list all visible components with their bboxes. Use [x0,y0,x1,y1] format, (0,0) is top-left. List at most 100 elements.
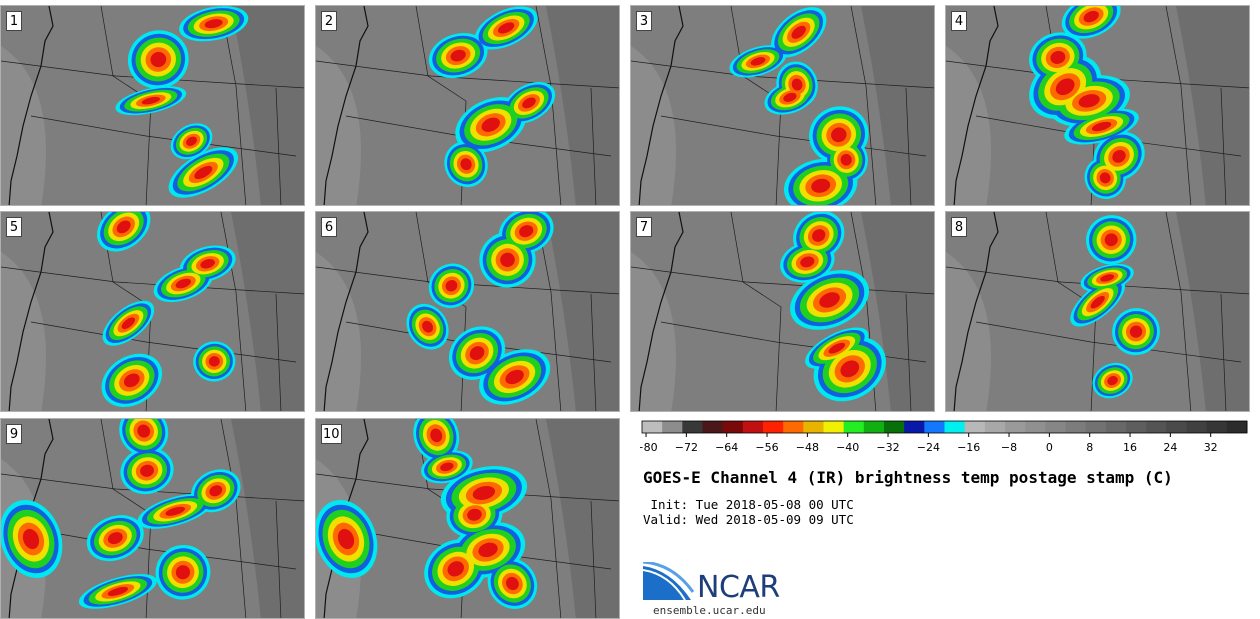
chart-title: GOES-E Channel 4 (IR) brightness temp po… [643,468,1173,487]
colorbar-tick-label: −72 [675,441,698,454]
cloud-field [780,212,886,402]
satellite-ir-map [631,6,934,205]
colorbar-swatch [702,421,724,433]
colorbar-tick-label: 8 [1086,441,1093,454]
panel-number-label: 9 [6,424,22,444]
colorbar-tick-label: −8 [1001,441,1017,454]
ensemble-member-panel: 5 [0,211,305,412]
ensemble-member-panel: 3 [630,5,935,206]
colorbar-swatch [1045,421,1066,433]
panel-number-label: 2 [321,11,337,31]
cloud-field [428,6,556,188]
colorbar-swatch [742,421,764,433]
colorbar-swatch [984,421,1006,433]
colorbar-swatch [1085,421,1107,433]
satellite-ir-map [316,212,619,411]
coastline [638,212,684,411]
satellite-ir-map [946,6,1249,205]
ensemble-member-panel: 6 [315,211,620,412]
satellite-ir-map [316,419,619,618]
satellite-ir-map [946,212,1249,411]
coastline [8,212,54,411]
colorbar-tick-label: 24 [1163,441,1177,454]
colorbar-swatch [1105,421,1127,433]
colorbar-tick-label: 32 [1204,441,1218,454]
ncar-logo-icon [643,562,695,602]
colorbar-swatch [1065,421,1087,433]
colorbar-tick-label: 16 [1123,441,1137,454]
ensemble-member-panel: 9 [0,418,305,619]
colorbar-swatch [1126,421,1147,433]
colorbar-tick-label: −32 [876,441,899,454]
ncar-logo-text: NCAR [697,570,780,605]
coastline [638,6,684,205]
panel-number-label: 5 [6,217,22,237]
colorbar-swatch [944,421,966,433]
colorbar-swatch [1166,421,1187,433]
coastline [323,6,369,205]
ensemble-member-panel: 8 [945,211,1250,412]
colorbar-tick-label: −56 [755,441,778,454]
colorbar-swatch [682,421,703,433]
colorbar-tick-label: −16 [957,441,980,454]
colorbar-swatch [884,421,905,433]
colorbar-swatch [662,421,683,433]
colorbar-tick-label: −80 [640,441,658,454]
colorbar-swatch [763,421,784,433]
cloud-field [97,212,236,407]
panel-number-label: 1 [6,11,22,31]
panel-number-label: 7 [636,217,652,237]
ensemble-member-panel: 7 [630,211,935,412]
panel-number-label: 4 [951,11,967,31]
ensemble-member-panel: 4 [945,5,1250,206]
colorbar-swatch [1025,421,1046,433]
colorbar-tick-label: −24 [917,441,940,454]
state-borders [1,419,304,618]
colorbar-swatch [964,421,986,433]
satellite-ir-map [316,6,619,205]
coastline [953,212,999,411]
colorbar-swatch [783,421,804,433]
ensemble-member-panel: 1 [0,5,305,206]
satellite-ir-map [1,419,304,618]
ensemble-member-panel: 10 [315,418,620,619]
colorbar-swatch [1146,421,1167,433]
colorbar-tick-label: −40 [836,441,859,454]
init-time: Init: Tue 2018-05-08 00 UTC [643,497,854,512]
panel-number-label: 8 [951,217,967,237]
valid-time: Valid: Wed 2018-05-09 09 UTC [643,512,854,527]
cloud-field [316,419,538,609]
colorbar-swatch [863,421,885,433]
colorbar-swatch [1186,421,1208,433]
colorbar-swatch [1226,421,1248,433]
colorbar-tick-label: −64 [715,441,738,454]
colorbar-swatch [904,421,925,433]
panel-number-label: 10 [321,424,342,444]
colorbar-tick-label: −48 [796,441,819,454]
colorbar-swatch [1206,421,1228,433]
colorbar-swatch [1005,421,1026,433]
colorbar-swatch [823,421,845,433]
satellite-ir-map [1,212,304,411]
colorbar-swatch [843,421,865,433]
cloud-field [1070,215,1160,399]
coastline [953,6,999,205]
colorbar-swatch [642,421,663,433]
coastline [8,6,54,205]
cloud-field [1029,6,1145,199]
colorbar-tick-label: 0 [1046,441,1053,454]
colorbar-swatch [722,421,744,433]
panel-number-label: 6 [321,217,337,237]
colorbar-swatch [924,421,945,433]
cloud-field [1,419,241,609]
satellite-ir-map [631,212,934,411]
logo-url: ensemble.ucar.edu [653,604,766,617]
panel-number-label: 3 [636,11,652,31]
cloud-field [729,7,869,205]
cloud-field [406,212,554,405]
ensemble-member-panel: 2 [315,5,620,206]
coastline [323,212,369,411]
satellite-ir-map [1,6,304,205]
cloud-field [115,6,249,198]
